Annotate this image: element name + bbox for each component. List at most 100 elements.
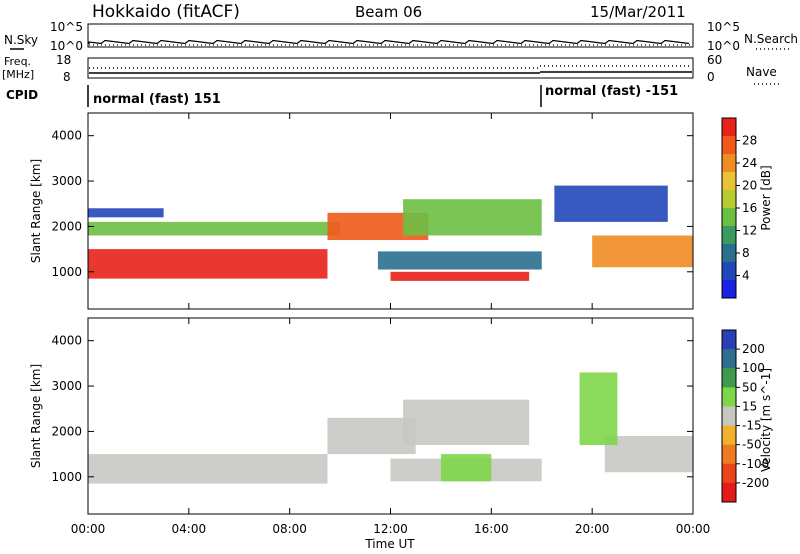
power-colorbar-tick-label: 16 xyxy=(742,201,757,215)
nsearch-tick-top: 10^5 xyxy=(707,20,740,34)
velocity-colorbar-cell xyxy=(722,425,736,446)
velocity-y-tick-label: 4000 xyxy=(51,334,82,348)
power-y-label: Slant Range [km] xyxy=(29,159,43,263)
nsearch-tick-bottom: 10^0 xyxy=(707,39,740,53)
power-echo-region xyxy=(377,251,542,270)
power-colorbar-cell xyxy=(722,244,736,263)
power-colorbar-cell xyxy=(722,226,736,245)
power-y-tick-label: 4000 xyxy=(51,129,82,143)
velocity-echo-region xyxy=(403,399,530,446)
cpid-label: CPID xyxy=(6,88,38,102)
time-tick-label: 00:00 xyxy=(71,522,106,536)
power-colorbar-cell xyxy=(722,190,736,209)
station-title: Hokkaido (fitACF) xyxy=(92,2,240,22)
power-colorbar-label: Power [dB] xyxy=(759,165,773,230)
velocity-colorbar: 200 100 50 15 -15 -50 -100 -200 xyxy=(721,329,769,503)
power-echo-region xyxy=(554,185,668,222)
nave-label: Nave xyxy=(746,65,777,79)
freq-label-line1: Freq. xyxy=(4,55,31,68)
nsearch-label: N.Search xyxy=(744,32,798,46)
power-colorbar-tick-label: 20 xyxy=(742,179,757,193)
power-echo-region xyxy=(403,199,542,236)
power-colorbar: 28 24 20 16 12 8 4 xyxy=(721,117,757,299)
velocity-colorbar-tick-label: -15 xyxy=(742,419,762,433)
x-axis-label: Time UT xyxy=(364,537,415,551)
velocity-echo-region xyxy=(604,435,693,473)
power-colorbar-tick-label: 8 xyxy=(742,246,750,260)
nsky-trace xyxy=(88,39,692,46)
nsky-tick-bottom: 10^0 xyxy=(50,39,83,53)
velocity-colorbar-label: Velocity [m s^-1] xyxy=(759,368,773,472)
velocity-colorbar-frame xyxy=(721,329,737,503)
velocity-colorbar-tick-label: -50 xyxy=(742,438,762,452)
velocity-colorbar-cell xyxy=(722,463,736,484)
power-echo-region xyxy=(88,221,341,236)
velocity-echo-region xyxy=(88,454,328,484)
velocity-echo-region xyxy=(579,372,618,446)
power-echo-region xyxy=(88,249,328,279)
nsky-panel-frame xyxy=(87,23,694,48)
nave-tick-bottom: 0 xyxy=(707,70,715,84)
power-echo-region xyxy=(592,235,693,268)
power-y-tick-label: 3000 xyxy=(51,174,82,188)
time-tick-label: 12:00 xyxy=(373,522,408,536)
power-heatmap xyxy=(88,185,693,281)
velocity-echo-region xyxy=(440,454,492,482)
velocity-echo-region xyxy=(327,417,416,455)
velocity-colorbar-tick-label: 15 xyxy=(742,399,757,413)
power-echo-region xyxy=(390,271,530,281)
power-colorbar-cell xyxy=(722,208,736,227)
power-colorbar-cell xyxy=(722,262,736,281)
velocity-y-tick-label: 2000 xyxy=(51,424,82,438)
velocity-y-axis: 4000 3000 2000 1000 xyxy=(51,334,693,484)
nsky-label: N.Sky xyxy=(4,33,38,47)
velocity-colorbar-cell xyxy=(722,368,736,388)
beam-title: Beam 06 xyxy=(355,3,422,21)
velocity-colorbar-tick-label: 100 xyxy=(742,361,765,375)
power-echo-region xyxy=(88,208,164,218)
velocity-colorbar-cell xyxy=(722,406,736,427)
time-tick-label: 20:00 xyxy=(575,522,610,536)
power-colorbar-tick-label: 24 xyxy=(742,156,757,170)
power-colorbar-tick-label: 28 xyxy=(742,134,757,148)
velocity-heatmap xyxy=(88,372,693,484)
freq-tick-top: 18 xyxy=(56,53,71,67)
velocity-y-label: Slant Range [km] xyxy=(29,364,43,468)
cpid-segment-1: normal (fast) 151 xyxy=(93,92,221,107)
power-colorbar-cell xyxy=(722,280,736,299)
velocity-colorbar-cell xyxy=(722,387,736,407)
time-axis: 00:00 04:00 08:00 12:00 16:00 20:00 00:00 xyxy=(71,113,711,536)
time-tick-label: 00:00 xyxy=(676,522,711,536)
nsky-tick-top: 10^5 xyxy=(50,20,83,34)
velocity-colorbar-tick-label: 50 xyxy=(742,380,757,394)
velocity-colorbar-tick-label: -200 xyxy=(742,476,769,490)
velocity-colorbar-cell xyxy=(722,330,736,350)
freq-label-line2: [MHz] xyxy=(2,68,34,81)
cpid-segment-2: normal (fast) -151 xyxy=(545,84,678,99)
power-y-axis: 4000 3000 2000 1000 xyxy=(51,129,693,279)
power-y-tick-label: 2000 xyxy=(51,219,82,233)
power-colorbar-tick-label: 12 xyxy=(742,224,757,238)
velocity-colorbar-tick-label: -100 xyxy=(742,457,769,471)
nave-tick-top: 60 xyxy=(707,53,722,67)
time-tick-label: 04:00 xyxy=(172,522,207,536)
velocity-y-tick-label: 1000 xyxy=(51,470,82,484)
power-colorbar-cell xyxy=(722,118,736,137)
time-tick-label: 08:00 xyxy=(272,522,307,536)
power-colorbar-cell xyxy=(722,172,736,191)
nsky-line xyxy=(88,39,690,45)
power-colorbar-tick-label: 4 xyxy=(742,269,750,283)
velocity-colorbar-tick-label: 200 xyxy=(742,342,765,356)
power-colorbar-cell xyxy=(722,154,736,173)
velocity-y-tick-label: 3000 xyxy=(51,379,82,393)
date-title: 15/Mar/2011 xyxy=(590,3,686,21)
power-y-tick-label: 1000 xyxy=(51,265,82,279)
freq-panel-frame xyxy=(87,57,694,79)
velocity-colorbar-cell xyxy=(722,349,736,369)
time-tick-label: 16:00 xyxy=(474,522,509,536)
velocity-colorbar-cell xyxy=(722,444,736,465)
power-colorbar-cell xyxy=(722,136,736,155)
freq-tick-bottom: 8 xyxy=(63,70,71,84)
velocity-colorbar-cell xyxy=(722,482,736,503)
